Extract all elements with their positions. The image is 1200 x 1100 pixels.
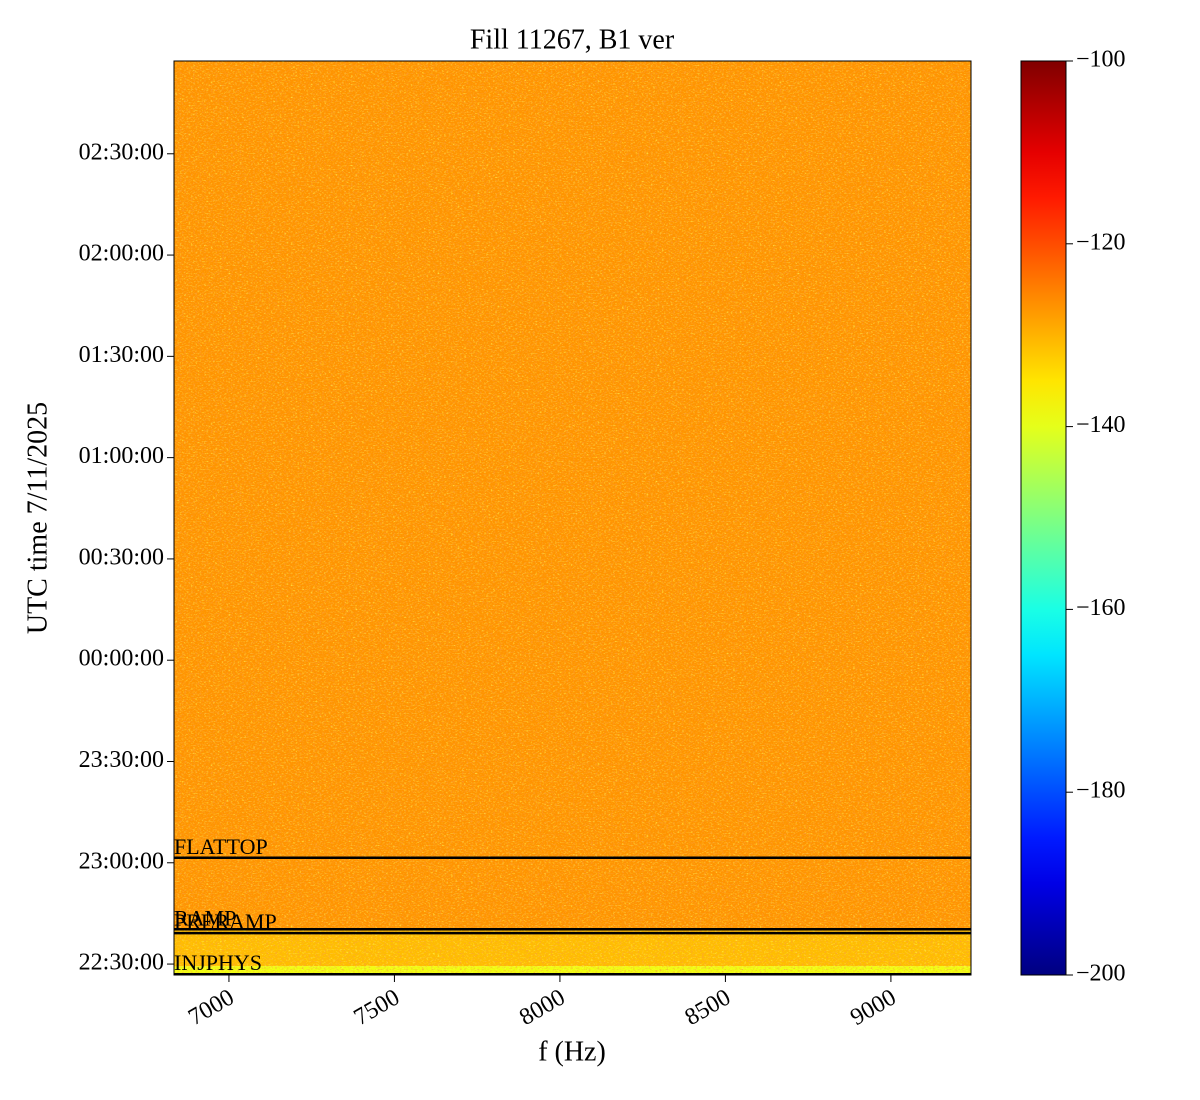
chart-title: Fill 11267, B1 ver	[470, 24, 675, 55]
y-tick-label: 23:30:00	[79, 747, 164, 773]
phase-label: INJPHYS	[174, 950, 262, 975]
y-tick-label: 02:30:00	[79, 139, 164, 165]
x-tick-label: 8500	[681, 984, 736, 1031]
phase-label: PRERAMP	[174, 909, 277, 934]
x-tick-label: 8000	[515, 984, 570, 1031]
x-tick-label: 9000	[846, 984, 901, 1031]
x-tick-label: 7000	[184, 984, 239, 1031]
y-tick-label: 02:00:00	[79, 241, 164, 267]
plot-area	[174, 61, 971, 975]
y-tick-label: 00:00:00	[79, 646, 164, 672]
y-tick-label: 23:00:00	[79, 848, 164, 874]
y-tick-label: 01:30:00	[79, 342, 164, 368]
y-tick-label: 01:00:00	[79, 443, 164, 469]
colorbar-tick-label: −100	[1076, 47, 1126, 73]
y-tick-label: 22:30:00	[79, 950, 164, 976]
colorbar-tick-label: −180	[1076, 778, 1126, 804]
y-axis-label: UTC time 7/11/2025	[22, 402, 53, 634]
phase-label: FLATTOP	[174, 834, 268, 859]
y-tick-label: 00:30:00	[79, 544, 164, 570]
colorbar	[1020, 60, 1067, 976]
phase-label: RAMP	[174, 905, 236, 930]
x-tick-label: 7500	[350, 984, 405, 1031]
colorbar-tick-label: −160	[1076, 595, 1126, 621]
colorbar-tick-label: −200	[1076, 961, 1126, 987]
x-axis-label: f (Hz)	[538, 1036, 606, 1067]
colorbar-tick-label: −120	[1076, 229, 1126, 255]
colorbar-tick-label: −140	[1076, 412, 1126, 438]
spectrogram-texture	[174, 61, 971, 975]
